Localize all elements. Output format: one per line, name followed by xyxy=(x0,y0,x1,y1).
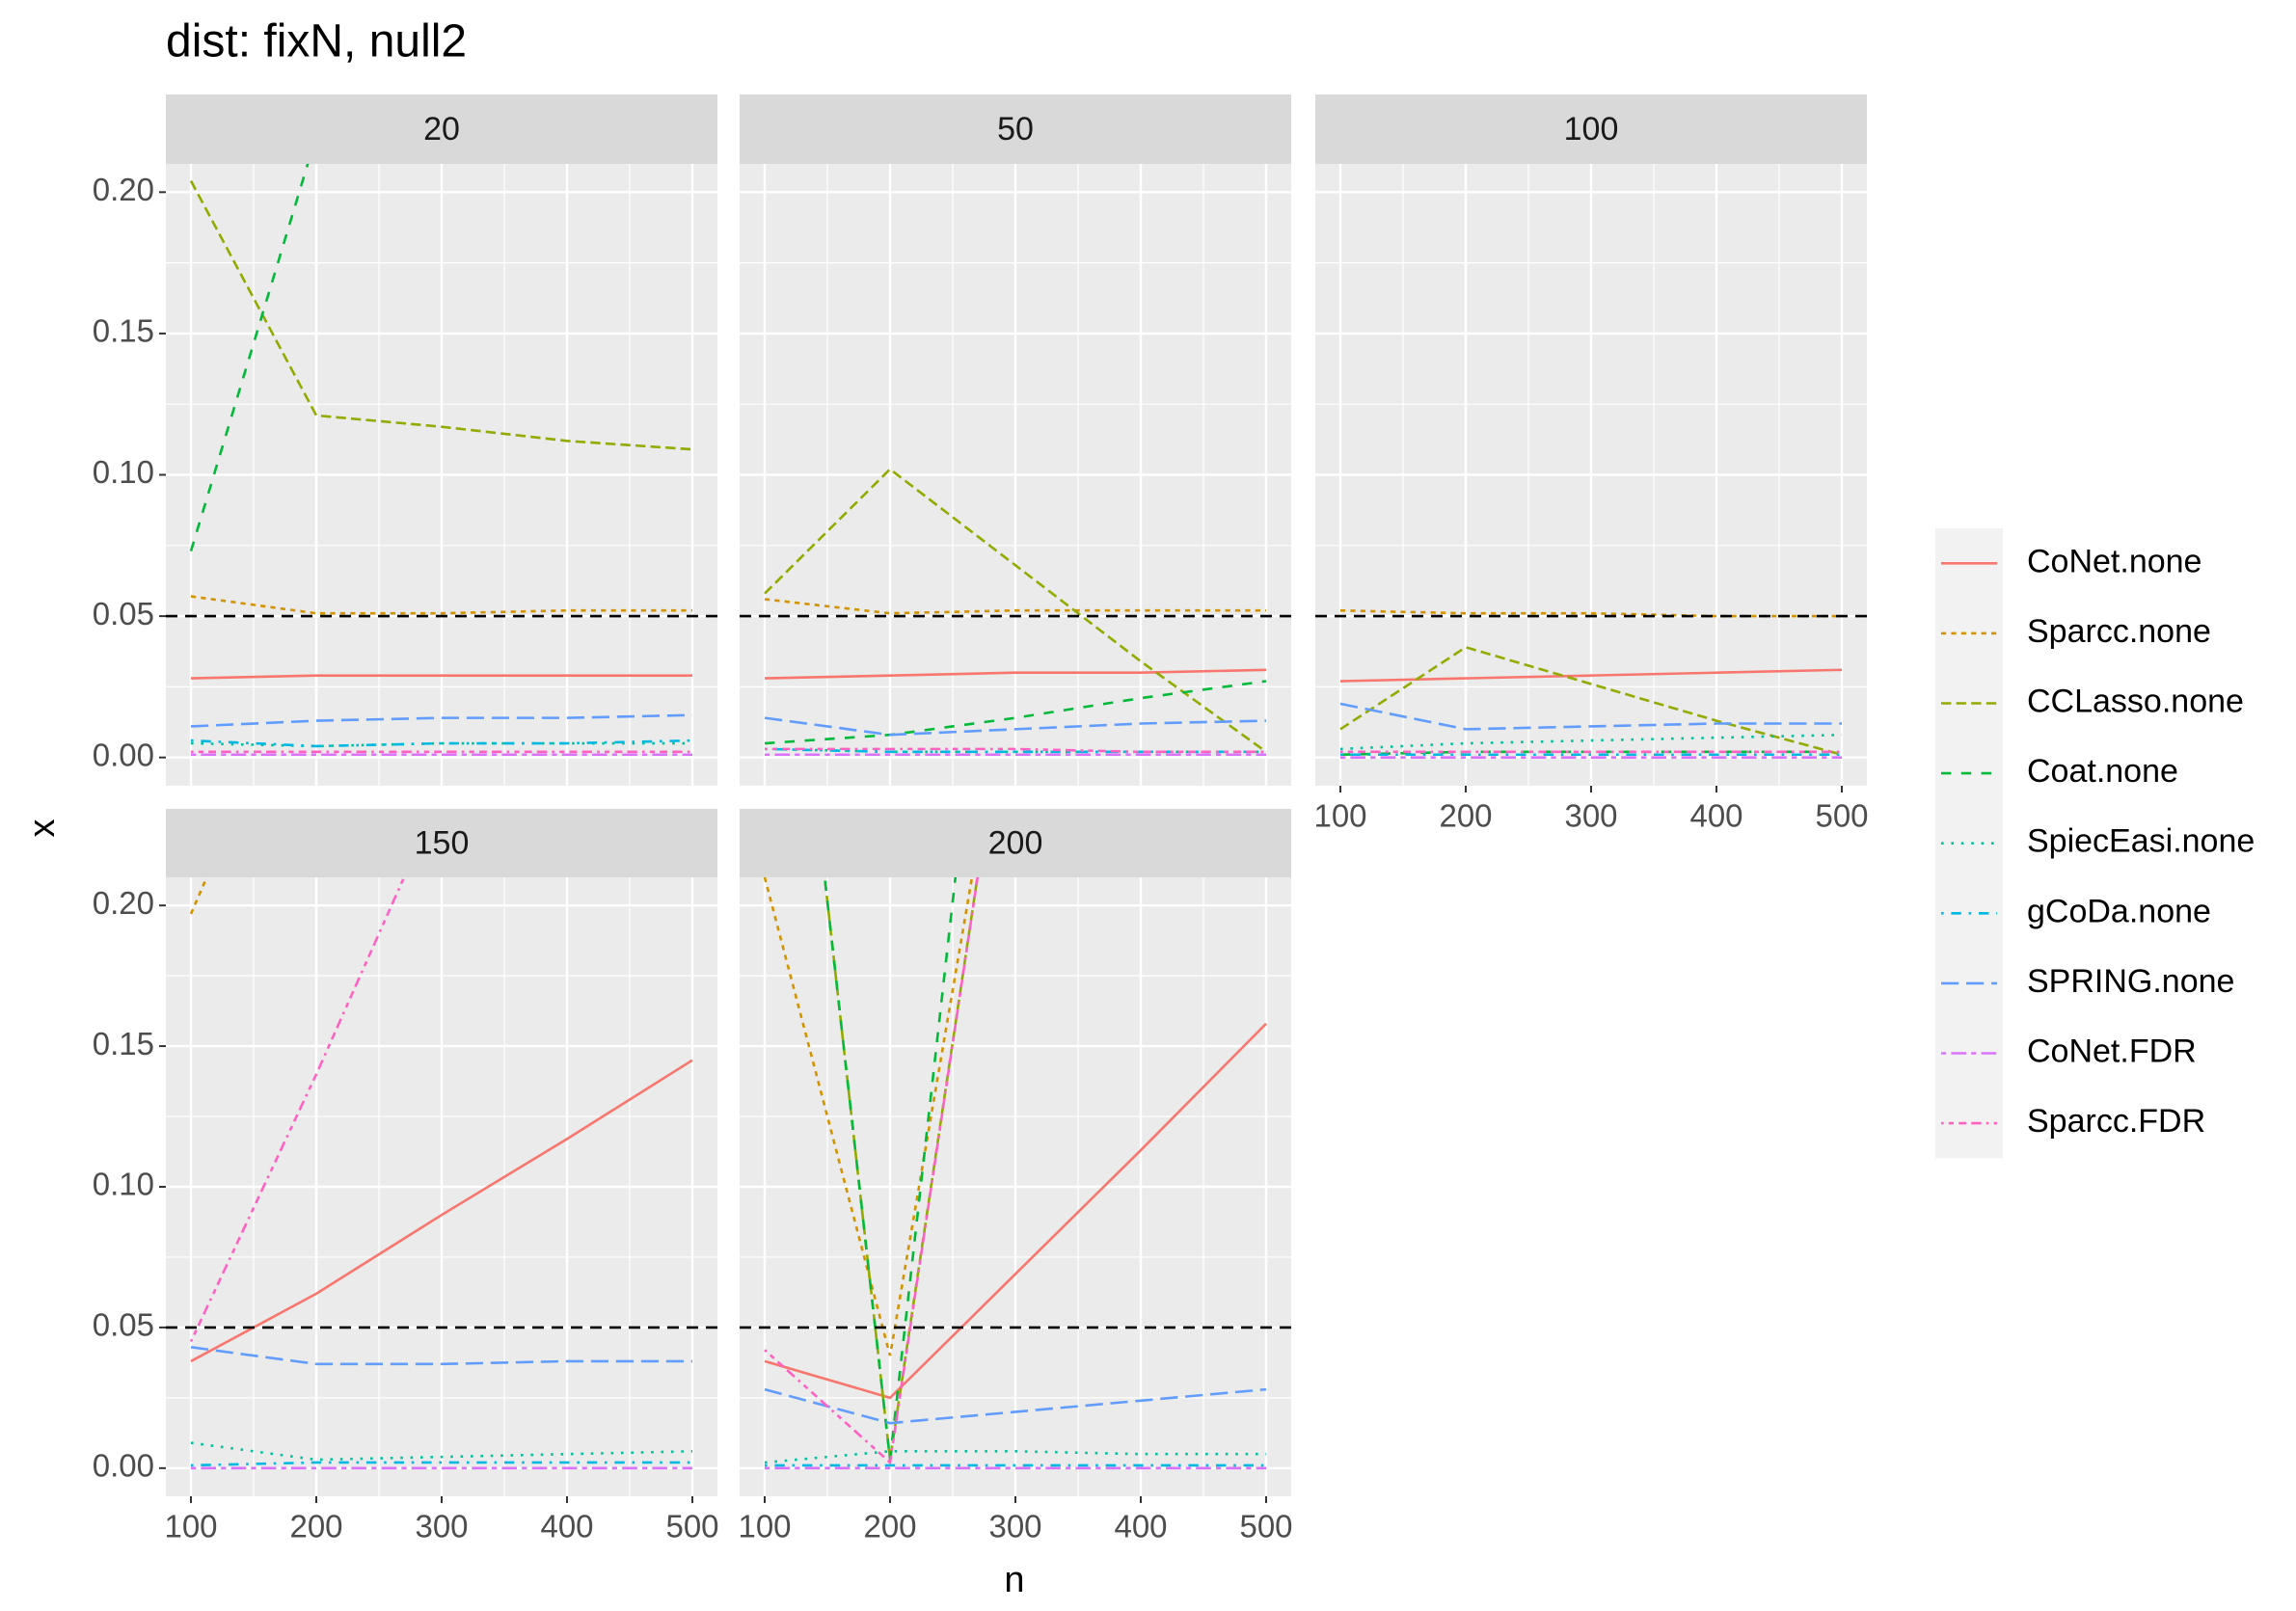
x-tick-label: 500 xyxy=(1815,798,1868,834)
legend-label: CoNet.none xyxy=(2027,543,2201,579)
series-line xyxy=(764,1022,1267,1400)
series-line xyxy=(764,747,1266,754)
x-tick-label: 300 xyxy=(415,1509,468,1544)
panel-lines xyxy=(763,877,1267,1470)
strip xyxy=(740,94,1291,164)
x-tick-label: 100 xyxy=(1313,798,1366,834)
series-line xyxy=(190,674,692,680)
strip xyxy=(1315,94,1867,164)
series-line xyxy=(190,1346,692,1366)
x-tick-label: 100 xyxy=(164,1509,217,1544)
y-tick-label: 0.00 xyxy=(93,737,154,772)
series-line xyxy=(1339,645,1843,757)
x-tick-label: 100 xyxy=(738,1509,791,1544)
y-tick-label: 0.05 xyxy=(93,1307,154,1343)
legend-label: gCoDa.none xyxy=(2027,893,2211,929)
y-tick-label: 0.15 xyxy=(93,313,154,349)
legend-label: CoNet.FDR xyxy=(2027,1033,2197,1069)
chart-title: dist: fixN, null2 xyxy=(166,16,467,67)
x-tick-label: 200 xyxy=(1439,798,1492,834)
series-line xyxy=(765,747,1266,754)
x-tick-label: 400 xyxy=(1689,798,1742,834)
legend-label: Sparcc.FDR xyxy=(2027,1103,2205,1140)
legend-label: SPRING.none xyxy=(2027,963,2234,1000)
series-line xyxy=(764,877,980,1465)
panel-lines xyxy=(189,164,693,757)
series-line xyxy=(764,598,1266,615)
series-line xyxy=(190,595,692,615)
x-tick-label: 300 xyxy=(988,1509,1041,1544)
strip-label: 200 xyxy=(988,824,1043,861)
y-tick-label: 0.10 xyxy=(93,454,154,490)
series-line xyxy=(764,1450,1266,1464)
panel-lines xyxy=(189,877,693,1470)
strip-label: 100 xyxy=(1564,111,1619,148)
series-line xyxy=(1339,702,1842,731)
series-line xyxy=(764,668,1267,680)
series-line xyxy=(189,179,693,451)
series-line xyxy=(1339,733,1843,751)
series-line xyxy=(764,680,1267,745)
strip xyxy=(166,809,717,877)
y-tick-label: 0.20 xyxy=(93,172,154,207)
panel-lines xyxy=(1339,608,1843,759)
y-tick-label: 0.20 xyxy=(93,885,154,921)
series-line xyxy=(189,164,310,552)
series-line xyxy=(764,1387,1267,1425)
strip-label: 20 xyxy=(423,111,460,148)
legend-label: SpiecEasi.none xyxy=(2027,823,2255,860)
y-tick-label: 0.10 xyxy=(93,1167,154,1202)
legend-label: CCLasso.none xyxy=(2027,683,2244,719)
strip xyxy=(166,94,717,164)
x-tick-label: 500 xyxy=(1239,1509,1292,1544)
x-tick-label: 500 xyxy=(665,1509,718,1544)
series-line xyxy=(190,1441,693,1462)
series-line xyxy=(190,1461,692,1467)
panel-lines xyxy=(764,467,1267,757)
x-tick-label: 200 xyxy=(289,1509,342,1544)
x-tick-label: 400 xyxy=(1114,1509,1167,1544)
x-tick-label: 200 xyxy=(863,1509,916,1544)
y-tick-label: 0.15 xyxy=(93,1026,154,1061)
series-line xyxy=(190,1059,693,1363)
series-line xyxy=(1339,608,1842,618)
series-line xyxy=(190,713,693,728)
series-line xyxy=(190,738,693,748)
y-axis-title: x xyxy=(22,819,63,838)
y-tick-label: 0.05 xyxy=(93,596,154,631)
series-line xyxy=(823,877,958,1461)
series-line xyxy=(1339,668,1843,683)
x-tick-label: 400 xyxy=(540,1509,593,1544)
series-line xyxy=(190,741,692,748)
series-line xyxy=(764,747,1266,754)
strip xyxy=(740,809,1291,877)
x-tick-label: 300 xyxy=(1564,798,1617,834)
strip-label: 50 xyxy=(997,111,1034,148)
legend-label: Sparcc.none xyxy=(2027,613,2211,650)
x-axis-title: n xyxy=(1004,1560,1024,1600)
series-line xyxy=(764,716,1267,737)
strip-label: 150 xyxy=(415,824,470,861)
legend-label: Coat.none xyxy=(2027,753,2178,790)
y-tick-label: 0.00 xyxy=(93,1448,154,1484)
